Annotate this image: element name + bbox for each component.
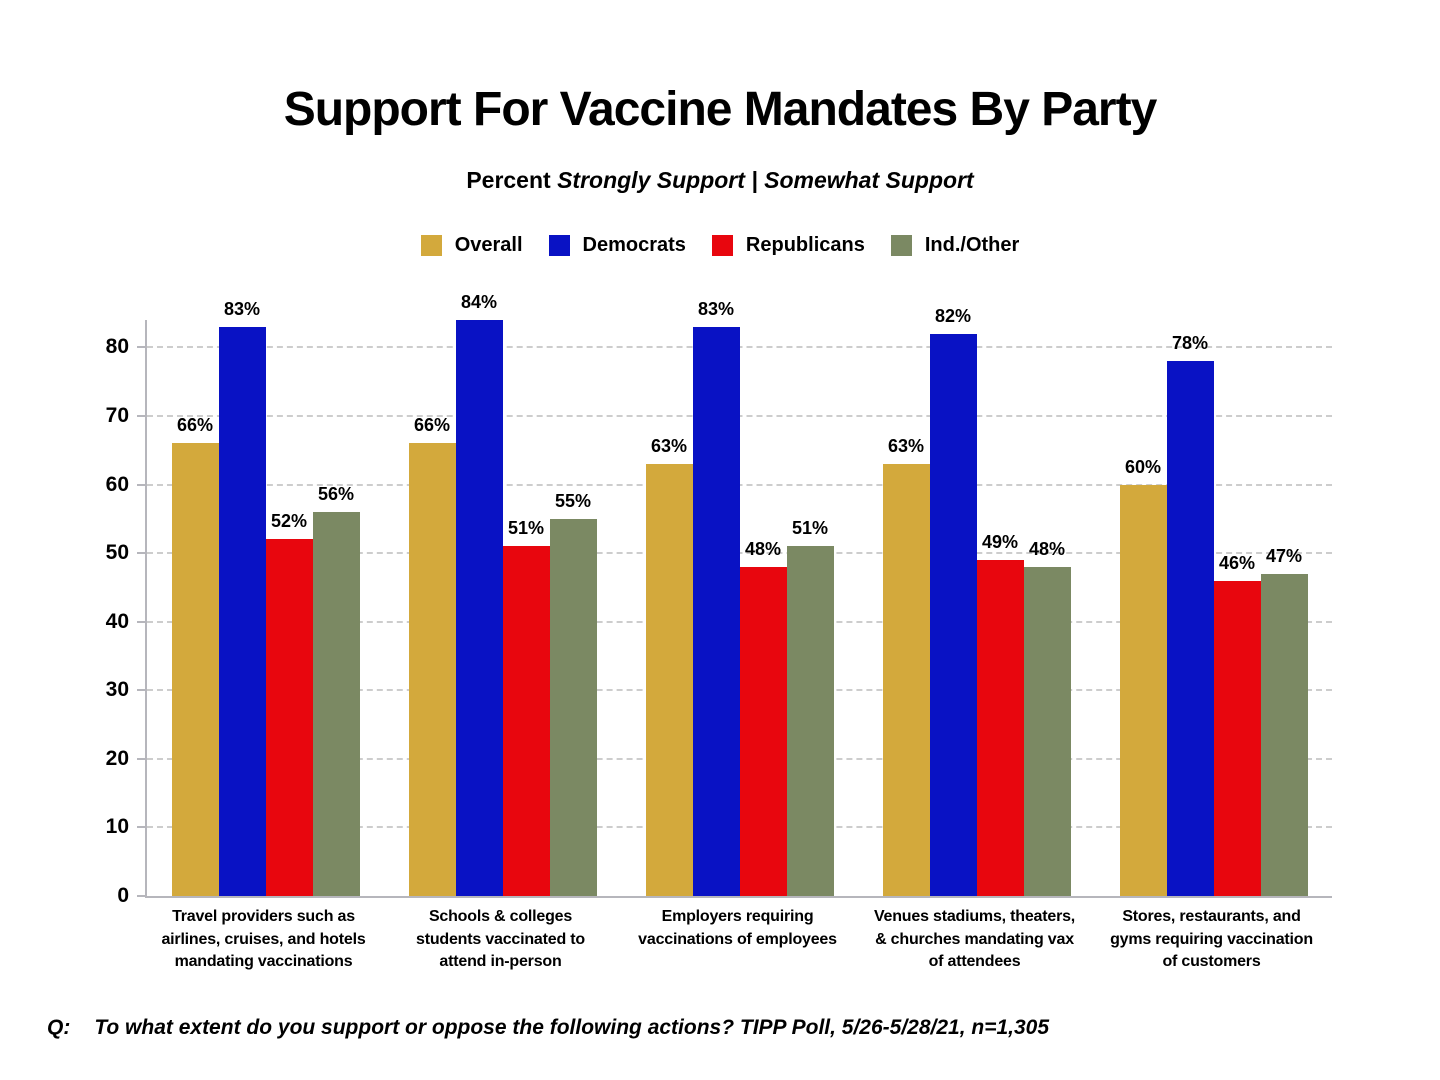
x-category-label-2: Schools & colleges students vaccinated t… xyxy=(416,908,585,971)
x-category-label-3: Employers requiring vaccinations of empl… xyxy=(638,908,837,948)
bar-republicans-5: 46% xyxy=(1213,553,1261,896)
y-tick-20 xyxy=(137,757,147,760)
y-tick-0 xyxy=(137,895,147,897)
x-category-label-5: Stores, restaurants, and gyms requiring … xyxy=(1110,908,1313,971)
bar-value-republicans-3: 48% xyxy=(744,538,782,559)
y-tick-label-20: 20 xyxy=(105,746,129,770)
bar-ind-other-5: 47% xyxy=(1260,546,1308,896)
x-axis-labels: Travel providers such as airlines, cruis… xyxy=(145,906,1330,974)
y-tick-label-80: 80 xyxy=(105,335,129,359)
gridline-60 xyxy=(147,483,1332,486)
y-tick-10 xyxy=(137,826,147,829)
bar-value-ind-other-1: 56% xyxy=(317,484,355,504)
x-category-label-1: Travel providers such as airlines, cruis… xyxy=(161,908,366,971)
legend-swatch-democrats-icon xyxy=(548,235,570,256)
bar-republicans-3: 48% xyxy=(739,539,787,896)
y-tick-label-50: 50 xyxy=(105,541,129,565)
subtitle-prefix: Percent xyxy=(466,167,558,193)
legend-label-democrats: Democrats xyxy=(582,234,686,256)
y-tick-label-70: 70 xyxy=(105,404,129,427)
bar-value-overall-1: 66% xyxy=(176,415,214,436)
subtitle-emphasis: Strongly Support | Somewhat Support xyxy=(557,167,974,193)
bar-republicans-1: 52% xyxy=(265,511,313,896)
gridline-50 xyxy=(147,552,1332,555)
y-tick-label-40: 40 xyxy=(105,609,129,633)
legend: Overall Democrats Republicans Ind./Other xyxy=(0,234,1440,257)
bar-value-democrats-2: 84% xyxy=(460,292,498,312)
bar-republicans-4: 49% xyxy=(976,532,1024,896)
bar-value-ind-other-4: 48% xyxy=(1028,538,1066,559)
bar-value-democrats-5: 78% xyxy=(1171,333,1209,354)
y-tick-40 xyxy=(137,620,147,623)
y-tick-30 xyxy=(137,689,147,692)
y-tick-70 xyxy=(137,415,147,417)
bar-overall-3: 63% xyxy=(645,436,693,896)
bar-value-overall-5: 60% xyxy=(1124,456,1162,477)
bar-group-5: 60% 78% 46% 47% xyxy=(1095,320,1332,896)
bar-overall-1: 66% xyxy=(171,415,219,896)
bar-value-republicans-4: 49% xyxy=(981,532,1019,552)
bar-value-democrats-3: 83% xyxy=(697,298,735,319)
question-text: To what extent do you support or oppose … xyxy=(94,1016,1050,1039)
y-tick-label-0: 0 xyxy=(117,884,129,907)
question-prefix: Q: xyxy=(47,1016,71,1039)
bar-value-overall-3: 63% xyxy=(650,436,688,456)
bar-value-republicans-2: 51% xyxy=(507,518,545,539)
bar-value-republicans-5: 46% xyxy=(1218,552,1256,573)
bar-democrats-2: 84% xyxy=(455,292,503,896)
bar-groups: 66% 83% 52% 56% 66% 84% 51% 55% 63% 83% 48% 51% 63% 8… xyxy=(147,292,1332,896)
bar-value-ind-other-5: 47% xyxy=(1265,545,1303,566)
legend-item-republicans: Republicans xyxy=(711,234,865,257)
y-tick-label-10: 10 xyxy=(105,815,129,839)
legend-item-democrats: Democrats xyxy=(548,234,686,257)
chart-title: Support For Vaccine Mandates By Party xyxy=(283,83,1158,136)
gridline-80 xyxy=(147,346,1332,349)
bar-group-2: 66% 84% 51% 55% xyxy=(384,292,621,896)
y-tick-50 xyxy=(137,552,147,555)
bar-value-republicans-1: 52% xyxy=(270,511,308,532)
bar-overall-5: 60% xyxy=(1119,457,1167,896)
legend-label-ind-other: Ind./Other xyxy=(924,234,1020,256)
bar-ind-other-3: 51% xyxy=(786,518,834,896)
source-note: Q: To what extent do you support or oppos… xyxy=(47,1016,1049,1040)
bar-ind-other-1: 56% xyxy=(312,484,360,896)
bar-democrats-5: 78% xyxy=(1166,333,1214,896)
chart-subtitle: Percent Strongly Support | Somewhat Supp… xyxy=(0,167,1440,194)
legend-item-overall: Overall xyxy=(420,234,523,257)
bar-democrats-3: 83% xyxy=(692,299,740,896)
bar-republicans-2: 51% xyxy=(502,518,550,896)
bar-ind-other-2: 55% xyxy=(549,491,597,896)
bar-group-4: 63% 82% 49% 48% xyxy=(858,306,1095,896)
bar-value-ind-other-2: 55% xyxy=(554,490,592,511)
plot-area: 0 10 20 30 40 50 60 70 80 66% 83% 52% 56% 66% 84% 51% 55… xyxy=(106,292,1332,907)
y-tick-80 xyxy=(137,346,147,349)
legend-swatch-ind-other-icon xyxy=(890,235,912,256)
bar-value-ind-other-3: 51% xyxy=(791,518,829,539)
bar-value-overall-2: 66% xyxy=(413,415,451,436)
y-tick-60 xyxy=(137,483,147,486)
legend-swatch-republicans-icon xyxy=(711,235,733,256)
legend-label-overall: Overall xyxy=(454,234,523,256)
y-tick-label-30: 30 xyxy=(105,678,129,702)
bar-group-3: 63% 83% 48% 51% xyxy=(621,299,858,896)
legend-label-republicans: Republicans xyxy=(745,234,865,256)
legend-item-ind-other: Ind./Other xyxy=(890,234,1020,257)
bar-overall-4: 63% xyxy=(882,436,930,896)
bar-value-overall-4: 63% xyxy=(887,436,925,456)
bar-overall-2: 66% xyxy=(408,415,456,896)
bar-democrats-4: 82% xyxy=(929,306,977,896)
y-tick-label-60: 60 xyxy=(105,472,129,496)
legend-swatch-overall-icon xyxy=(420,235,442,256)
bar-group-1: 66% 83% 52% 56% xyxy=(147,299,384,896)
bar-ind-other-4: 48% xyxy=(1023,539,1071,896)
bar-democrats-1: 83% xyxy=(218,299,266,896)
bar-value-democrats-4: 82% xyxy=(934,305,972,326)
bar-value-democrats-1: 83% xyxy=(223,298,261,319)
gridline-70 xyxy=(147,415,1332,417)
x-category-label-4: Venues stadiums, theaters, & churches ma… xyxy=(873,908,1076,971)
